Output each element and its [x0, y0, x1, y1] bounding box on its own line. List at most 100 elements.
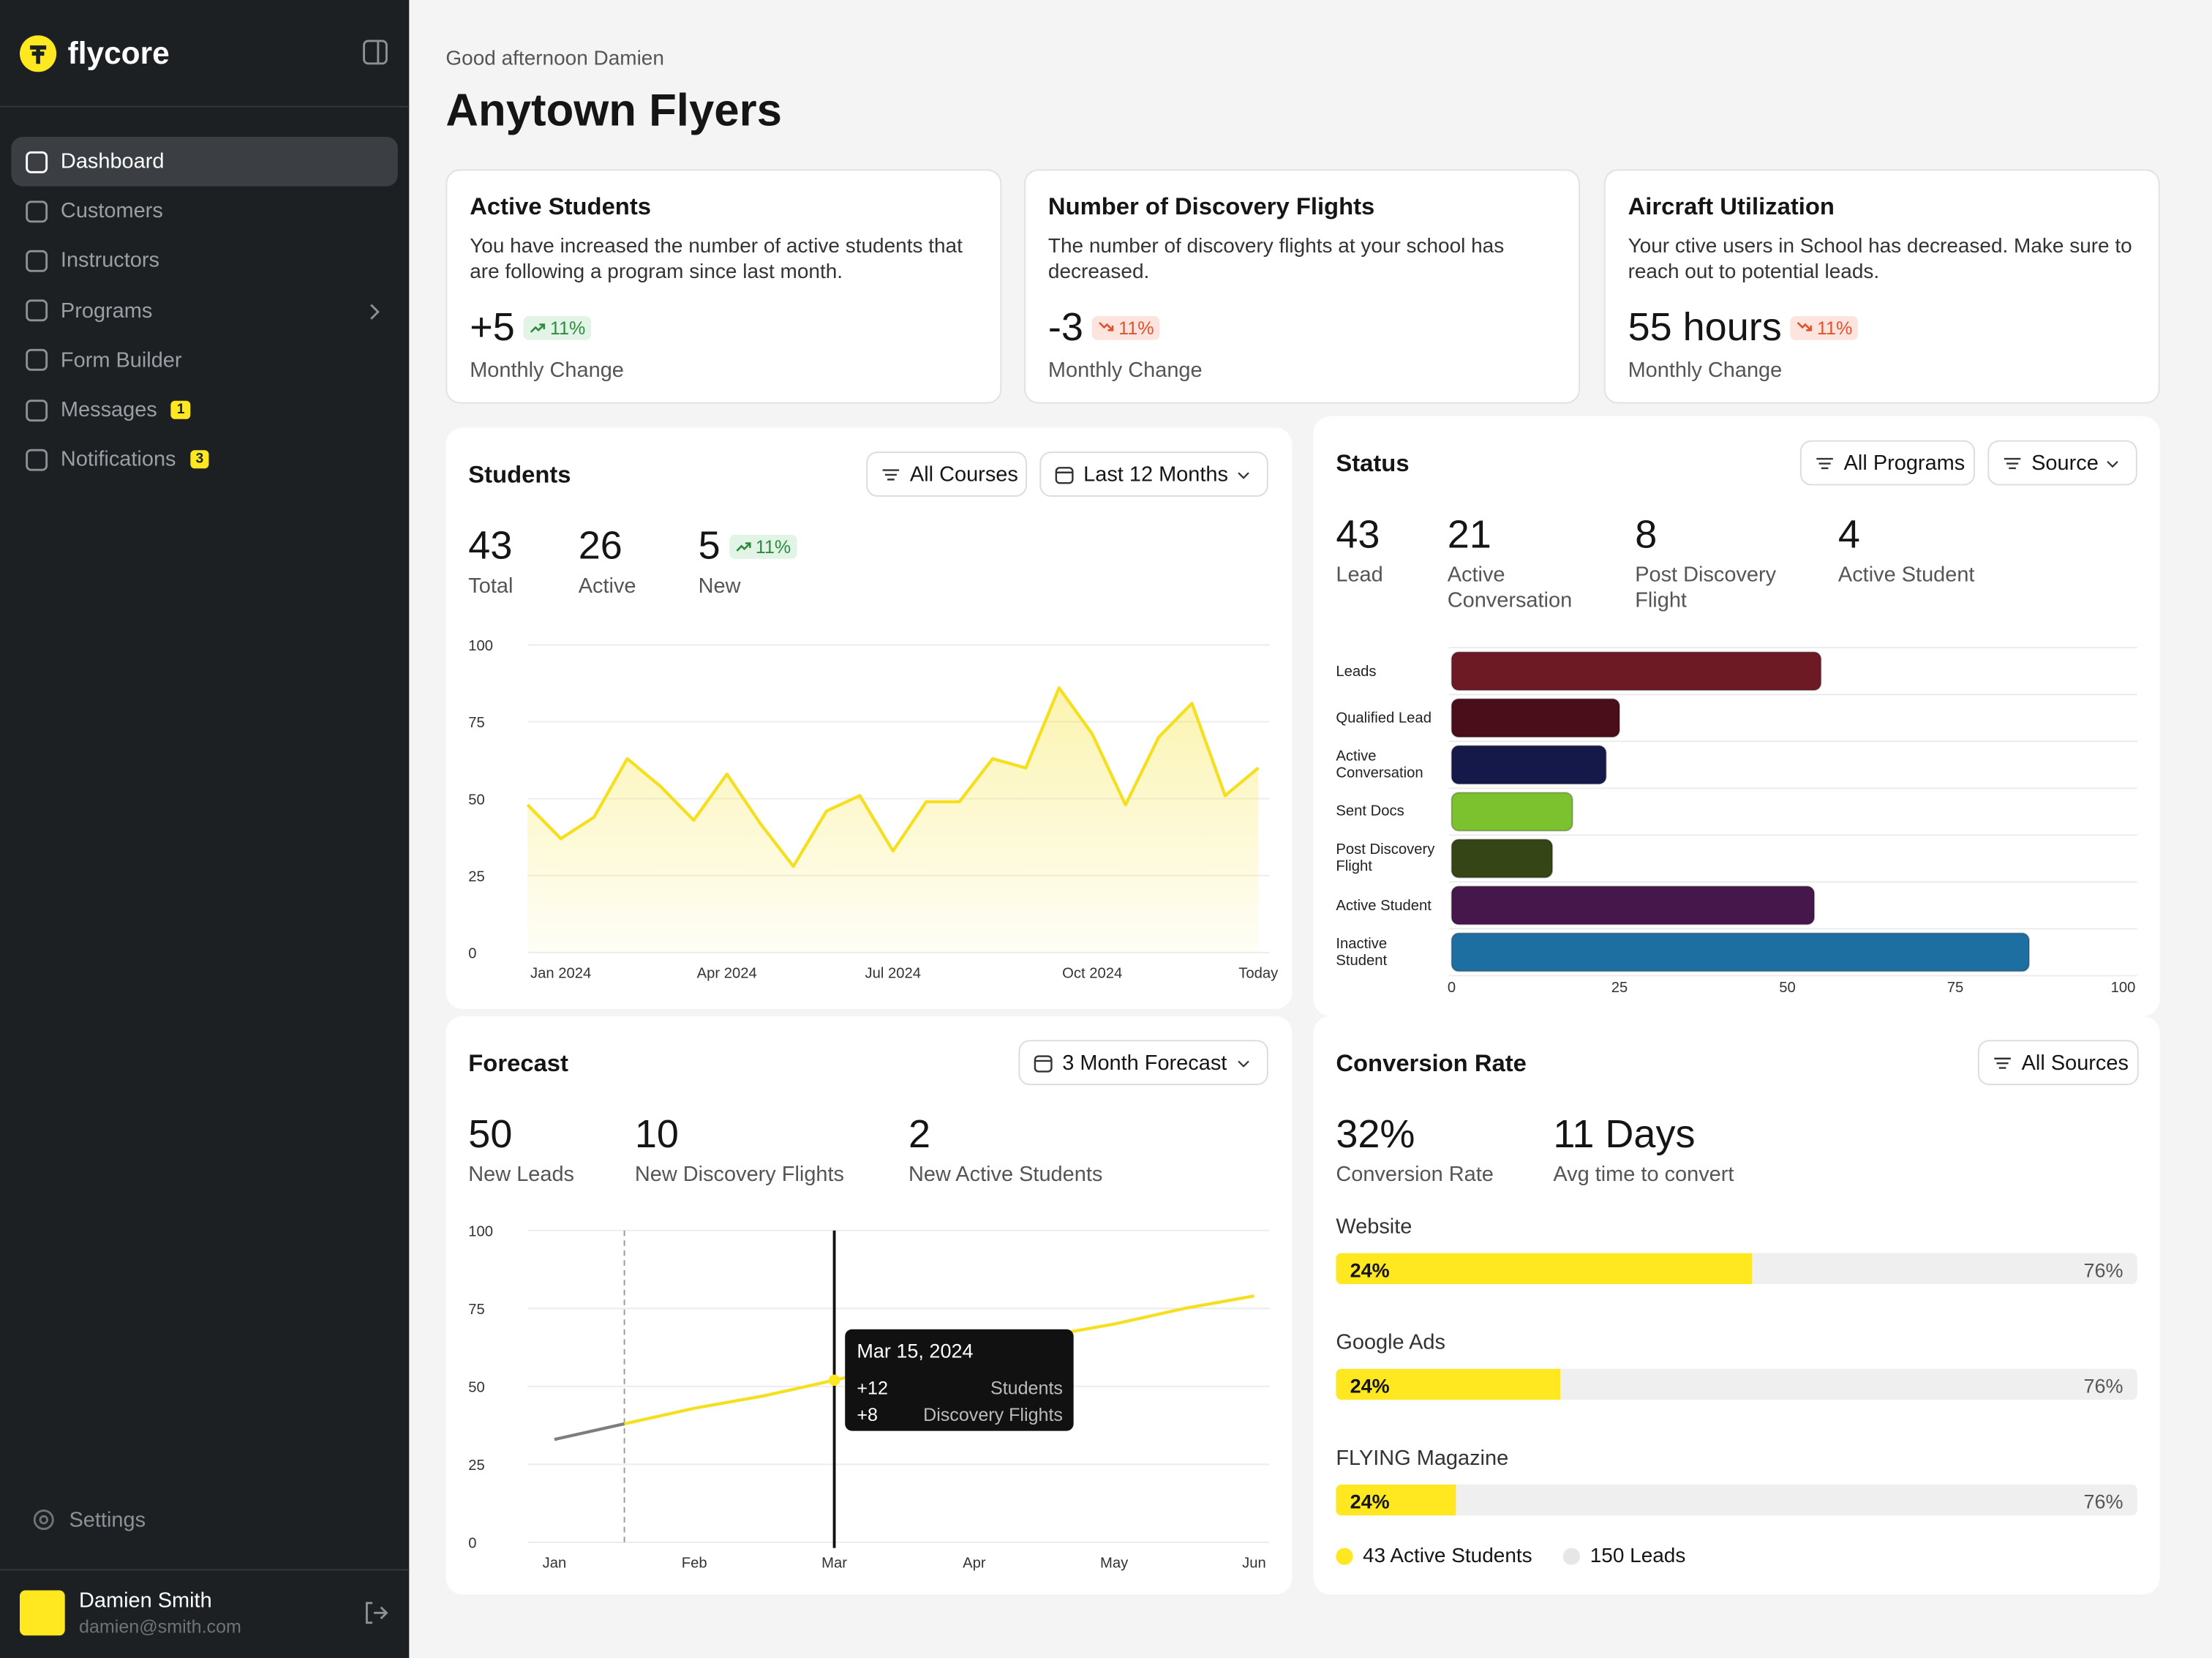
- source-right-label: 76%: [2083, 1490, 2123, 1513]
- tooltip: Mar 15, 2024 +12 Students +8 Discovery Fligh…: [845, 1329, 1075, 1431]
- icon: [2107, 460, 2118, 468]
- stat-label: Lead: [1336, 563, 1383, 588]
- students-panel: Students All Courses Last 12 Months 43 Total…: [445, 427, 1293, 1009]
- icon: [26, 200, 48, 222]
- icon-part: [363, 40, 388, 65]
- x-tick-label: Apr: [963, 1556, 986, 1572]
- x-tick-label: Oct 2024: [1062, 965, 1122, 981]
- stat-label: Active Student: [1837, 563, 1975, 588]
- stat-value-row: 8: [1635, 512, 1657, 558]
- filter-label: All Programs: [1843, 451, 1965, 475]
- bar: [1451, 698, 1620, 738]
- greeting: Good afternoon Damien: [445, 48, 664, 71]
- filter-button[interactable]: All Sources: [1977, 1040, 2139, 1086]
- stat-value-row: 32%: [1336, 1112, 1415, 1158]
- source-left-label: 24%: [1350, 1258, 1390, 1282]
- filter-label: Last 12 Months: [1083, 462, 1228, 487]
- panel-title: Students: [468, 461, 571, 489]
- y-tick-label: 50: [468, 792, 485, 808]
- x-tick-label: Today: [1238, 965, 1279, 981]
- bar: [1451, 885, 1816, 926]
- y-category-label: Sent Docs: [1336, 803, 1404, 820]
- stat-value-row: 21: [1448, 512, 1491, 558]
- settings-label: Settings: [69, 1507, 146, 1532]
- card-text: You have increased the number of active …: [470, 236, 963, 284]
- icon: [530, 323, 545, 333]
- y-tick-label: 100: [468, 638, 493, 654]
- sidebar: flycore Dashboard Customers Instructors Prog…: [0, 0, 410, 1658]
- stat-value: 10: [634, 1111, 679, 1156]
- settings[interactable]: Settings: [31, 1507, 146, 1533]
- legend: 43 Active Students 150 Leads: [1336, 1545, 1685, 1568]
- icon-part: [1994, 1057, 2011, 1068]
- x-tick-label: Apr 2024: [697, 965, 757, 981]
- stat-label: Avg time to convert: [1553, 1163, 1734, 1187]
- y-tick-label: 0: [468, 1536, 476, 1552]
- y-tick-label: 75: [468, 1302, 485, 1318]
- icon-part: [26, 250, 48, 272]
- bar: [1451, 792, 1573, 832]
- nav-item[interactable]: Form Builder: [11, 336, 397, 386]
- nav-label: Form Builder: [60, 348, 182, 372]
- card-value-row: 55 hours 11%: [1628, 305, 1858, 350]
- stat-value-row: 11 Days: [1553, 1112, 1695, 1158]
- card-text: Your ctive users in School has decreased…: [1628, 236, 2132, 284]
- card-value: +5: [470, 304, 515, 349]
- bar: [1451, 932, 2030, 972]
- icon: [26, 349, 48, 372]
- icon-part: [26, 150, 48, 173]
- user-email: damien@smith.com: [78, 1616, 241, 1638]
- x-tick-label: Mar: [821, 1556, 847, 1572]
- x-tick-label: 25: [1611, 980, 1628, 996]
- nav-item[interactable]: Programs: [11, 286, 397, 335]
- nav-item[interactable]: Messages 1: [11, 385, 397, 435]
- filter-button[interactable]: All Courses: [866, 451, 1027, 497]
- stat-value: 32%: [1336, 1111, 1415, 1156]
- stat-value: 43: [1336, 512, 1380, 556]
- tooltip-value: +12: [857, 1377, 888, 1399]
- source-right-label: 76%: [2083, 1258, 2123, 1282]
- icon-part: [1098, 322, 1114, 331]
- card-value: 55 hours: [1628, 304, 1782, 349]
- change-value: 11%: [550, 316, 586, 338]
- stat-label: New Active Students: [908, 1163, 1103, 1187]
- source-name: FLYING Magazine: [1336, 1446, 1509, 1471]
- icon: [882, 468, 900, 480]
- filter-button[interactable]: Source: [1987, 440, 2137, 486]
- stat-value-row: 50: [468, 1112, 512, 1158]
- nav-item[interactable]: Customers: [11, 187, 397, 236]
- nav-item[interactable]: Instructors: [11, 236, 397, 285]
- x-tick-label: Jul 2024: [865, 965, 922, 981]
- nav-item[interactable]: Dashboard: [11, 137, 398, 187]
- nav-label: Dashboard: [60, 149, 165, 174]
- icon-part: [26, 399, 48, 421]
- filter-button[interactable]: 3 Month Forecast: [1018, 1040, 1268, 1086]
- nav-badge: 3: [189, 450, 209, 469]
- nav-item[interactable]: Notifications 3: [11, 435, 397, 484]
- stat-value-row: 2: [908, 1112, 930, 1158]
- tooltip-label: Discovery Flights: [923, 1404, 1063, 1426]
- avatar: [19, 1590, 65, 1636]
- stat-value: 5: [698, 523, 721, 568]
- filter-button[interactable]: Last 12 Months: [1039, 451, 1268, 497]
- stat-value: 43: [468, 523, 513, 568]
- change-value: 11%: [1118, 316, 1154, 338]
- change-value: 11%: [755, 535, 791, 557]
- source-fill: [1336, 1368, 1561, 1400]
- icon-part: [29, 45, 47, 64]
- y-tick-label: 25: [468, 1458, 485, 1474]
- stat-label: Active Conversation: [1447, 563, 1573, 612]
- card-value-row: +5 11%: [470, 304, 592, 350]
- y-tick-label: 0: [468, 945, 476, 961]
- legend-item: 150 Leads: [1563, 1545, 1685, 1568]
- icon: [1034, 1054, 1053, 1072]
- card-caption: Monthly Change: [1047, 358, 1203, 383]
- icon: [735, 542, 750, 552]
- icon: [26, 299, 48, 322]
- nav-label: Instructors: [60, 249, 159, 273]
- x-tick-label: 100: [2111, 980, 2136, 996]
- filter-button[interactable]: All Programs: [1799, 440, 1975, 486]
- source-left-label: 24%: [1350, 1490, 1390, 1513]
- nav-label: Notifications: [60, 447, 176, 472]
